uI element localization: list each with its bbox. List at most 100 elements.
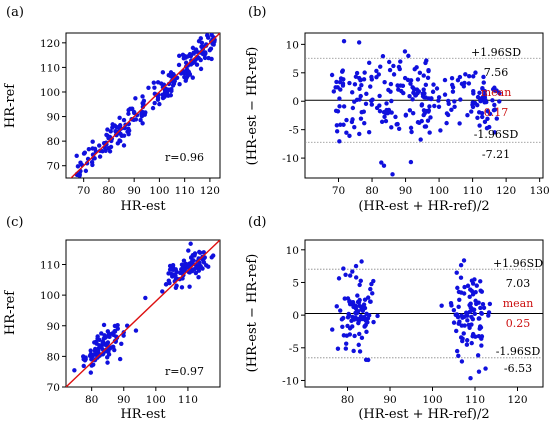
- data-point-d: [353, 310, 358, 316]
- data-point-c: [121, 333, 126, 338]
- data-point-b: [466, 73, 472, 79]
- data-point-b: [497, 99, 502, 104]
- data-point-d: [469, 288, 475, 294]
- data-point-a: [209, 56, 214, 62]
- data-point-a: [168, 74, 174, 79]
- data-point-b: [400, 83, 406, 89]
- data-point-c: [180, 269, 186, 274]
- data-point-d: [478, 279, 483, 284]
- upper-loa-label-d: +1.96SD: [493, 257, 543, 270]
- data-point-d: [351, 348, 356, 354]
- data-point-d: [361, 302, 367, 307]
- ytick-label-c: 110: [40, 260, 60, 272]
- data-point-b: [358, 116, 364, 121]
- data-point-d: [474, 283, 479, 288]
- data-point-d: [467, 294, 472, 300]
- data-point-b: [491, 108, 497, 113]
- data-point-b: [417, 120, 422, 126]
- data-point-b: [331, 89, 336, 94]
- data-point-b: [477, 123, 482, 128]
- data-point-b: [478, 99, 483, 104]
- data-point-b: [473, 70, 478, 75]
- panel-a: 70 80 90 100 110 120 70 80 90 100 110 120 HR-est HR…: [3, 23, 221, 214]
- data-point-c: [101, 322, 107, 328]
- mean-label-b: mean: [481, 86, 512, 99]
- data-point-b: [426, 67, 431, 73]
- panel-label-d: (d): [248, 215, 266, 230]
- data-point-b: [480, 95, 485, 100]
- data-point-c: [193, 270, 199, 276]
- data-point-b: [364, 91, 369, 97]
- lower-loa-label-b: -1.96SD: [474, 128, 519, 141]
- data-point-d: [458, 275, 464, 280]
- data-point-d: [334, 304, 339, 309]
- xtick-label-a: 110: [175, 185, 195, 197]
- data-point-a: [78, 160, 83, 165]
- points-layer-d: [305, 258, 543, 381]
- data-point-d: [483, 366, 488, 371]
- ytick-label-b: 10: [286, 39, 299, 51]
- data-point-d: [473, 334, 478, 339]
- data-point-b: [469, 109, 474, 114]
- ytick-label-c: 90: [47, 321, 60, 333]
- data-point-d: [356, 300, 362, 305]
- data-point-d: [454, 348, 460, 354]
- data-point-b: [482, 100, 487, 105]
- data-point-a: [90, 139, 95, 144]
- data-point-d: [349, 318, 354, 323]
- data-point-b: [337, 80, 343, 85]
- panel-d: 80 90 100 110 120 -10 -5 0 5 10 (HR-est + HR-ref)…: [245, 239, 544, 422]
- data-point-d: [461, 331, 466, 336]
- data-point-d: [478, 288, 483, 293]
- data-point-d: [479, 334, 485, 339]
- data-point-b: [408, 125, 414, 131]
- data-point-b: [421, 73, 426, 78]
- data-point-b: [352, 124, 357, 130]
- data-point-b: [386, 87, 391, 93]
- data-point-b: [396, 87, 401, 92]
- data-point-d: [352, 333, 357, 339]
- data-point-b: [492, 87, 497, 93]
- data-point-d: [486, 310, 492, 315]
- data-point-c: [82, 358, 88, 363]
- data-point-a: [202, 23, 206, 27]
- data-point-d: [358, 278, 363, 284]
- data-point-a: [126, 107, 131, 113]
- points-layer-c: [66, 240, 220, 387]
- data-point-d: [459, 323, 464, 328]
- data-point-a: [198, 36, 203, 41]
- data-point-b: [481, 74, 486, 80]
- xtick-label-b: 100: [429, 185, 449, 197]
- data-point-d: [476, 369, 482, 374]
- data-point-b: [421, 87, 426, 92]
- data-point-c: [171, 267, 176, 273]
- data-point-d: [357, 331, 362, 337]
- data-point-b: [379, 160, 384, 165]
- data-point-a: [168, 93, 174, 98]
- data-point-d: [340, 324, 345, 329]
- xtick-label-d: 90: [383, 394, 396, 406]
- data-point-b: [367, 60, 372, 66]
- data-point-a: [183, 78, 188, 83]
- xlabel-a: HR-est: [120, 199, 166, 214]
- data-point-c: [133, 328, 139, 333]
- data-point-a: [177, 82, 182, 87]
- data-point-b: [374, 74, 379, 80]
- data-point-b: [361, 109, 366, 114]
- data-point-b: [356, 40, 362, 45]
- data-point-d: [346, 312, 352, 318]
- ylabel-b: (HR-est − HR-ref): [245, 47, 260, 166]
- data-point-b: [334, 129, 340, 134]
- data-point-d: [469, 340, 474, 346]
- data-point-c: [95, 334, 100, 339]
- data-point-b: [424, 58, 429, 63]
- data-point-d: [462, 284, 467, 290]
- data-point-b: [436, 95, 442, 100]
- data-point-c: [106, 349, 111, 354]
- data-point-b: [382, 79, 387, 85]
- data-point-d: [362, 305, 368, 311]
- data-point-a: [150, 105, 156, 111]
- data-point-d: [469, 314, 474, 320]
- data-point-d: [475, 353, 481, 358]
- data-point-a: [152, 100, 157, 106]
